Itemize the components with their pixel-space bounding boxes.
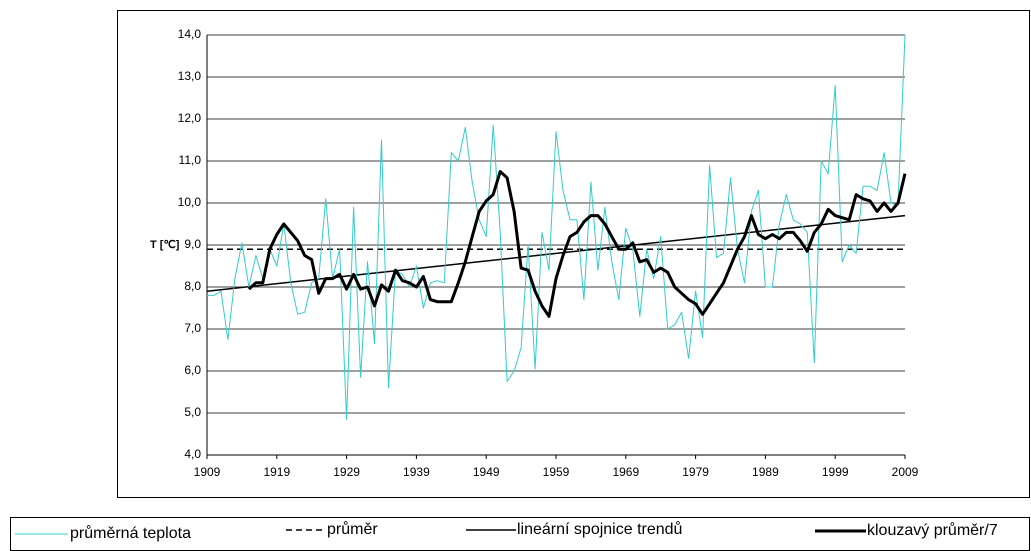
y-tick-label: 5,0 <box>184 405 201 419</box>
legend-label: průměrná teplota <box>70 524 191 542</box>
x-tick-label: 1979 <box>682 465 709 479</box>
y-tick-label: 14,0 <box>178 27 202 41</box>
x-tick-label: 1919 <box>263 465 290 479</box>
legend-label: lineární spojnice trendů <box>517 520 682 538</box>
y-tick-label: 9,0 <box>184 237 201 251</box>
legend-label: klouzavý průměr/7 <box>867 521 998 539</box>
x-tick-label: 1929 <box>333 465 360 479</box>
legend-label: průměr <box>327 520 378 538</box>
trend-line <box>206 214 906 292</box>
x-tick-label: 1909 <box>194 465 221 479</box>
x-tick-label: 1959 <box>543 465 570 479</box>
y-tick-label: 7,0 <box>184 321 201 335</box>
y-tick-label: 13,0 <box>178 69 202 83</box>
y-tick-label: 8,0 <box>184 279 201 293</box>
x-tick-label: 2009 <box>892 465 919 479</box>
series-line <box>207 34 906 420</box>
y-tick-label: 4,0 <box>184 447 201 461</box>
y-tick-label: 10,0 <box>178 195 202 209</box>
y-tick-label: 12,0 <box>178 111 202 125</box>
y-tick-label: 6,0 <box>184 363 201 377</box>
x-tick-label: 1989 <box>752 465 779 479</box>
series-line <box>247 170 907 318</box>
y-tick-label: 11,0 <box>179 153 202 167</box>
x-tick-label: 1969 <box>612 465 639 479</box>
y-axis-label: T [℃] <box>150 239 180 251</box>
x-tick-label: 1999 <box>822 465 849 479</box>
x-tick-label: 1949 <box>473 465 500 479</box>
chart-frame <box>117 10 1030 498</box>
x-tick-label: 1939 <box>403 465 430 479</box>
